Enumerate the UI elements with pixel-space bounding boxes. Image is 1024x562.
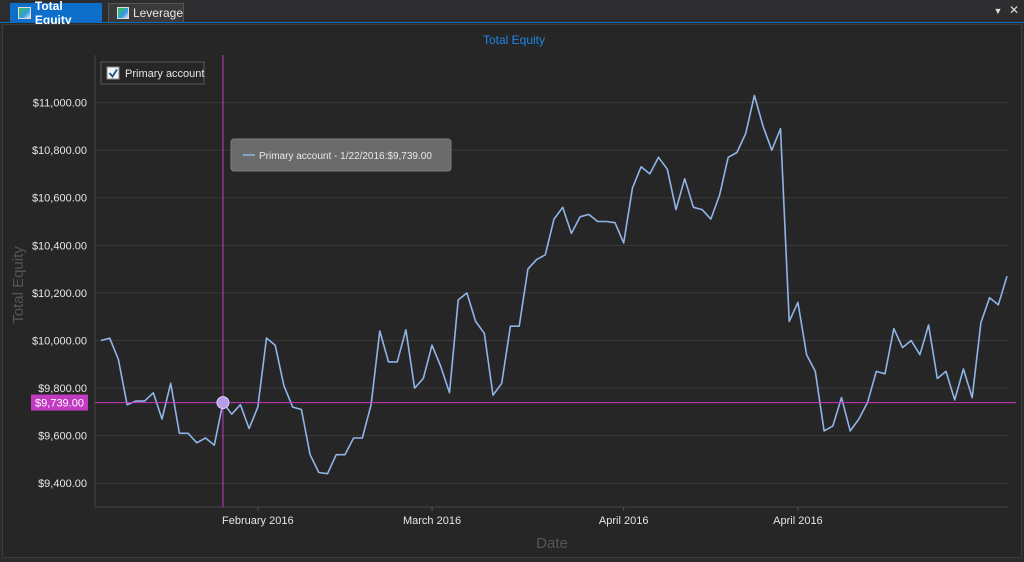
- x-tick-label: April 2016: [599, 515, 649, 527]
- chart-icon: [117, 7, 129, 19]
- y-tick-label: $10,800.00: [32, 145, 87, 157]
- y-tick-label: $10,000.00: [32, 335, 87, 347]
- y-tick-label: $10,200.00: [32, 288, 87, 300]
- chart-panel: $9,400.00 $9,600.00 $9,800.00 $10,000.00 $10…: [2, 24, 1022, 558]
- y-tick-label: $9,600.00: [38, 431, 87, 443]
- crosshair-value-badge: [31, 394, 88, 411]
- tab-label: Total Equity: [34, 0, 72, 27]
- tab-bar: Total Equity Leverage ▼ ✕: [0, 0, 1024, 27]
- chart-icon: [18, 6, 31, 19]
- legend-entry: Primary account: [125, 68, 204, 80]
- tooltip: Primary account - 1/22/2016:$9,739.00: [230, 138, 452, 172]
- legend-checkbox[interactable]: [106, 66, 120, 80]
- crosshair-value-label: $9,739.00: [35, 398, 84, 410]
- y-tick-label: $11,000.00: [33, 98, 87, 110]
- checkmark-icon: [108, 69, 118, 79]
- x-axis-label: Date: [536, 535, 568, 552]
- crosshair-marker: [216, 396, 230, 410]
- y-tick-label: $9,800.00: [38, 383, 87, 395]
- chevron-down-icon[interactable]: ▼: [993, 6, 1003, 16]
- tab-label: Leverage: [132, 6, 183, 20]
- legend: Primary account: [100, 61, 205, 85]
- tab-leverage[interactable]: Leverage: [108, 3, 184, 22]
- series-line-primary-account: [100, 94, 1008, 475]
- x-tick-label: February 2016: [222, 515, 294, 527]
- tooltip-text: Primary account - 1/22/2016:$9,739.00: [259, 151, 432, 162]
- x-tick-label: April 2016: [773, 515, 823, 527]
- equity-chart: $9,400.00 $9,600.00 $9,800.00 $10,000.00 $10…: [10, 33, 1016, 552]
- y-tick-label: $10,600.00: [32, 193, 87, 205]
- y-tick-label: $10,400.00: [32, 240, 87, 252]
- x-tick-label: March 2016: [403, 515, 461, 527]
- close-icon[interactable]: ✕: [1008, 3, 1020, 17]
- tab-total-equity[interactable]: Total Equity: [10, 0, 102, 27]
- chart-title: Total Equity: [483, 33, 545, 47]
- y-axis-label: Total Equity: [10, 246, 27, 324]
- y-tick-label: $9,400.00: [38, 478, 87, 490]
